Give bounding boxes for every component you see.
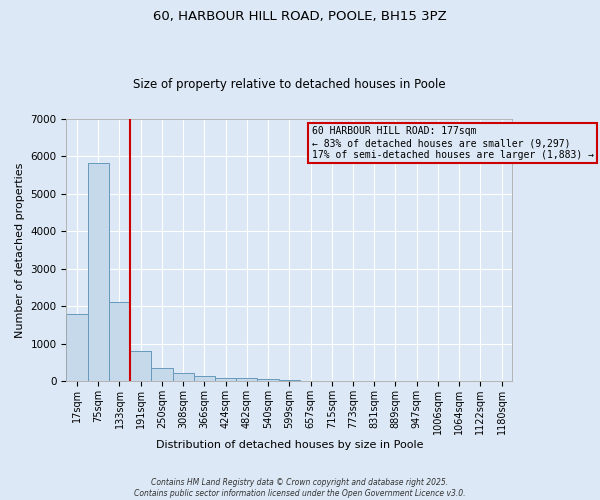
Bar [236,378,257,382]
Text: Contains HM Land Registry data © Crown copyright and database right 2025.
Contai: Contains HM Land Registry data © Crown c… [134,478,466,498]
Bar [257,379,279,382]
Bar [130,350,151,382]
Bar [67,314,88,382]
Bar [173,373,194,382]
Bar [88,163,109,382]
Bar [194,376,215,382]
Bar [279,380,300,382]
Text: 60 HARBOUR HILL ROAD: 177sqm
← 83% of detached houses are smaller (9,297)
17% of: 60 HARBOUR HILL ROAD: 177sqm ← 83% of de… [311,126,593,160]
Title: Size of property relative to detached houses in Poole: Size of property relative to detached ho… [133,78,446,91]
Text: 60, HARBOUR HILL ROAD, POOLE, BH15 3PZ: 60, HARBOUR HILL ROAD, POOLE, BH15 3PZ [153,10,447,23]
Bar [151,368,173,382]
Bar [215,378,236,382]
Y-axis label: Number of detached properties: Number of detached properties [15,162,25,338]
X-axis label: Distribution of detached houses by size in Poole: Distribution of detached houses by size … [155,440,423,450]
Bar [109,302,130,382]
